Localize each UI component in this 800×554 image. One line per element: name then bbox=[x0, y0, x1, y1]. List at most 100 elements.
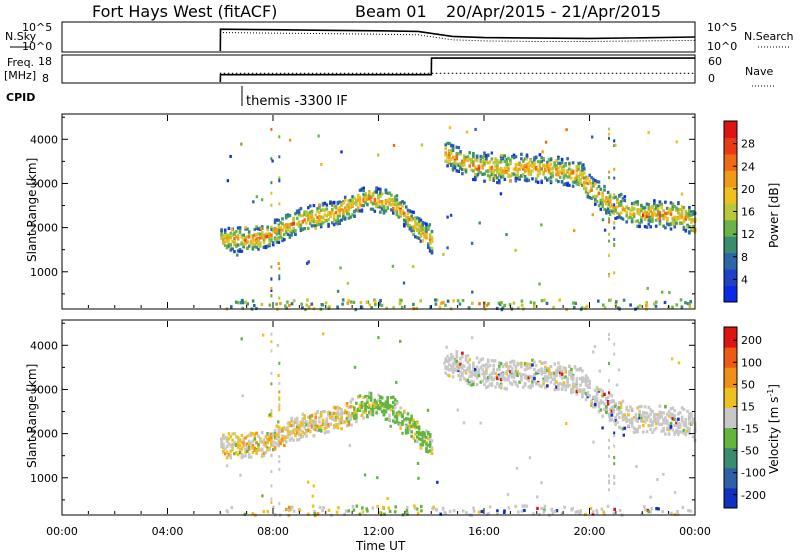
velocity-cell-76 bbox=[242, 444, 245, 448]
velocity-cell-1098 bbox=[555, 380, 558, 384]
velocity-cell-269 bbox=[299, 435, 303, 439]
velocity-cell-1227 bbox=[594, 400, 597, 405]
power-cell-755 bbox=[451, 155, 455, 159]
velocity-cell-1369 bbox=[638, 416, 641, 420]
velocity-cell-770 bbox=[455, 350, 459, 354]
power-cell-53 bbox=[235, 242, 238, 246]
velocity-cell-194 bbox=[277, 439, 281, 443]
power-cell-986 bbox=[520, 152, 523, 156]
velocity-cell-1670 bbox=[361, 510, 365, 514]
power-cell-1477 bbox=[669, 222, 673, 226]
power-cell-310 bbox=[312, 220, 316, 224]
power-cell-1567 bbox=[691, 224, 695, 229]
power-cell-1834 bbox=[499, 192, 503, 196]
power-cell-357 bbox=[327, 211, 330, 215]
power-cell-1345 bbox=[629, 215, 632, 219]
velocity-cell-210 bbox=[281, 434, 284, 438]
velocity-scatter bbox=[220, 332, 697, 518]
velocity-cell-971 bbox=[514, 373, 518, 377]
power-cell-298 bbox=[308, 221, 312, 226]
power-cell-1458 bbox=[664, 211, 667, 215]
velocity-cell-1179 bbox=[579, 389, 582, 393]
power-cell-1815 bbox=[236, 253, 239, 257]
velocity-cell-1170 bbox=[575, 385, 579, 389]
power-cell-540 bbox=[379, 200, 382, 204]
power-cell-338 bbox=[321, 216, 325, 220]
power-cell-707 bbox=[427, 242, 430, 246]
power-cell-1854 bbox=[500, 153, 503, 157]
time-axis-label: Time UT bbox=[355, 539, 406, 553]
power-cell-1022 bbox=[529, 170, 532, 174]
velocity-cell-1710 bbox=[298, 508, 301, 512]
power-cell-938 bbox=[505, 162, 508, 166]
power-cell-1258 bbox=[601, 202, 604, 206]
velocity-cell-1218 bbox=[590, 402, 593, 406]
velocity-cell-1157 bbox=[571, 388, 575, 393]
velocity-cell-864 bbox=[483, 371, 486, 375]
power-cell-992 bbox=[522, 159, 525, 163]
velocity-cell-223 bbox=[286, 429, 290, 433]
power-cell-519 bbox=[375, 201, 378, 205]
power-cell-989 bbox=[522, 173, 525, 177]
velocity-cell-672 bbox=[414, 439, 417, 443]
velocity-cell-1032 bbox=[534, 364, 538, 368]
power-cell-1731 bbox=[500, 308, 504, 312]
power-cell-790 bbox=[461, 159, 464, 163]
power-cell-949 bbox=[507, 156, 510, 160]
power-cell-1171 bbox=[575, 166, 579, 170]
power-cell-762 bbox=[451, 166, 455, 170]
power-cell-1292 bbox=[610, 203, 614, 207]
velocity-cell-1608 bbox=[517, 510, 520, 514]
power-cell-1380 bbox=[640, 218, 643, 222]
power-cell-1725 bbox=[461, 298, 465, 303]
velocity-cell-495 bbox=[364, 404, 367, 408]
power-cell-1848 bbox=[614, 143, 617, 147]
velocity-cell-1102 bbox=[557, 387, 560, 391]
power-cell-1702 bbox=[365, 300, 369, 304]
velocity-cell-794 bbox=[461, 366, 464, 370]
power-cell-1049 bbox=[538, 153, 542, 157]
noise-right-tick-bottom: 10^0 bbox=[707, 40, 737, 53]
power-cell-1614 bbox=[354, 308, 358, 312]
power-cell-1445 bbox=[658, 203, 662, 207]
power-cell-1422 bbox=[653, 212, 656, 216]
power-cell-428 bbox=[345, 204, 349, 208]
power-cell-1151 bbox=[568, 167, 571, 171]
velocity-cell-713 bbox=[427, 437, 430, 441]
power-cell-1833 bbox=[465, 130, 469, 134]
power-cell-1354 bbox=[630, 202, 634, 206]
power-cell-448 bbox=[353, 201, 356, 205]
power-cell-316 bbox=[316, 216, 319, 220]
power-cell-1108 bbox=[557, 170, 560, 174]
power-cell-1767 bbox=[608, 239, 610, 243]
velocity-cell-491 bbox=[362, 402, 365, 406]
velocity-cell-826 bbox=[470, 373, 473, 377]
power-cell-128 bbox=[257, 227, 260, 231]
velocity-cell-545 bbox=[377, 398, 380, 402]
velocity-cell-409 bbox=[338, 407, 341, 411]
power-cell-635 bbox=[406, 224, 410, 228]
velocity-cell-195 bbox=[277, 434, 281, 438]
velocity-cell-457 bbox=[353, 414, 356, 418]
power-cell-899 bbox=[494, 174, 497, 178]
velocity-cell-954 bbox=[510, 369, 514, 374]
power-cell-735 bbox=[446, 141, 449, 145]
nsearch-label: N.Search bbox=[744, 30, 794, 43]
velocity-cell-124 bbox=[257, 445, 260, 450]
velocity-cell-183 bbox=[273, 446, 277, 450]
power-cell-1672 bbox=[286, 300, 289, 304]
velocity-cell-1318 bbox=[621, 415, 625, 419]
power-cell-190 bbox=[275, 232, 279, 236]
power-cell-1696 bbox=[305, 303, 309, 307]
velocity-cell-1479 bbox=[671, 417, 675, 421]
velocity-cell-488 bbox=[362, 409, 365, 413]
power-cell-29 bbox=[227, 242, 231, 246]
power-cell-676 bbox=[417, 217, 421, 221]
velocity-cell-78 bbox=[242, 438, 245, 442]
power-cell-1670 bbox=[498, 302, 502, 306]
velocity-cell-239 bbox=[290, 416, 293, 420]
velocity-cell-937 bbox=[505, 370, 508, 374]
power-cell-1628 bbox=[275, 302, 278, 306]
velocity-cell-865 bbox=[485, 379, 488, 383]
power-cell-1134 bbox=[562, 164, 566, 168]
